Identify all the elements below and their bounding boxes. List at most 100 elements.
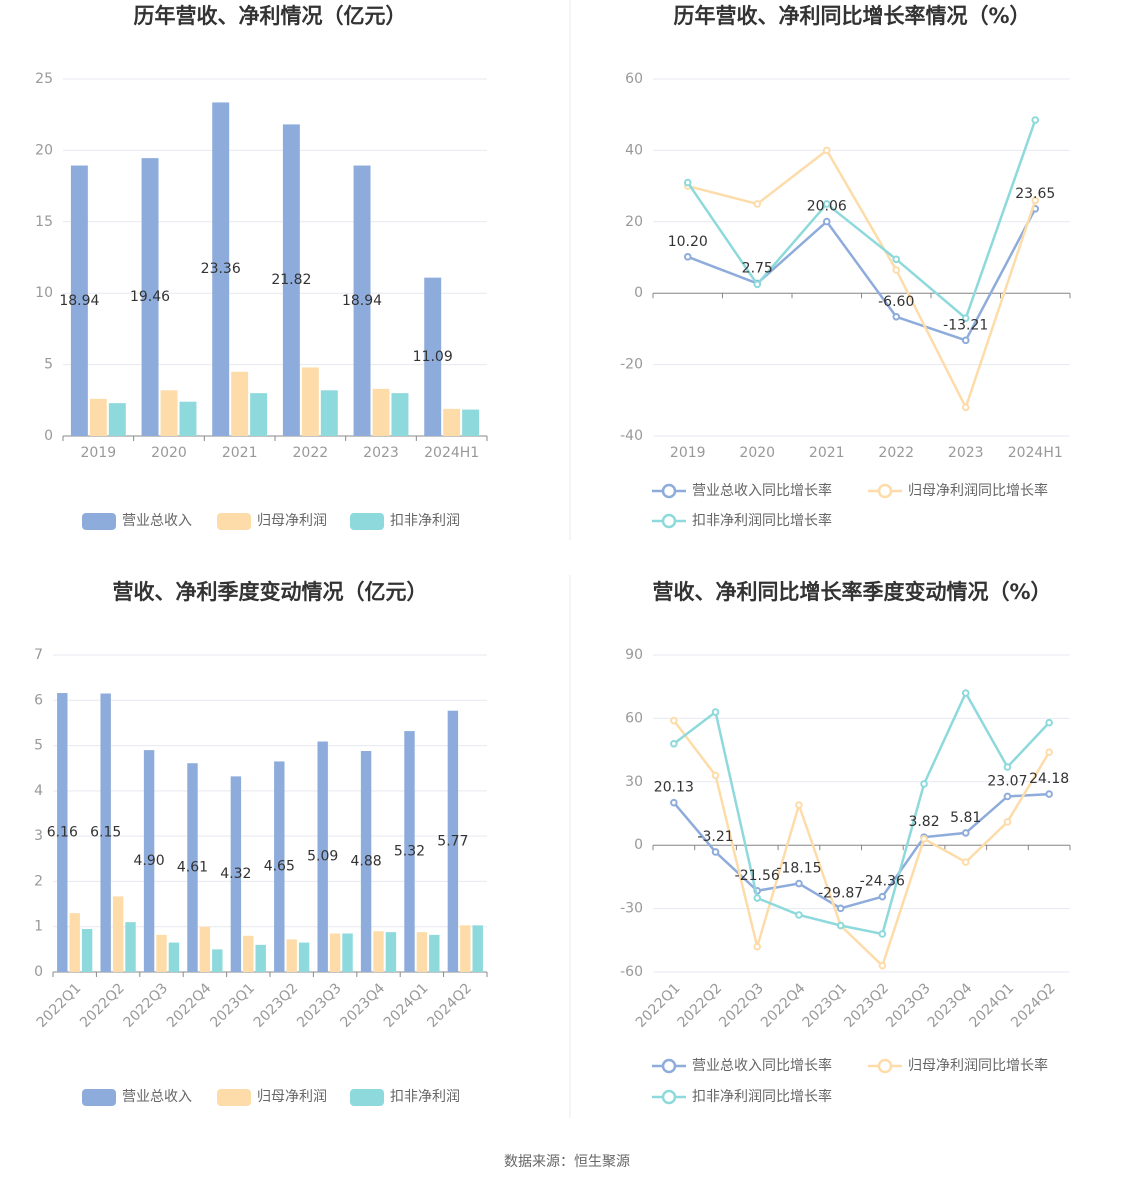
- x-tick-label: 2022Q3: [716, 980, 767, 1031]
- bar: [168, 942, 180, 972]
- x-tick-label: 2024Q2: [424, 980, 475, 1031]
- y-tick-label: -60: [620, 964, 643, 980]
- bar: [282, 124, 300, 436]
- y-tick-label: 1: [34, 919, 43, 935]
- legend-label: 扣非净利润同比增长率: [692, 1088, 832, 1105]
- legend-item[interactable]: 营业总收入同比增长率: [652, 1057, 832, 1074]
- x-tick-label: 2024H1: [424, 445, 479, 461]
- bar: [230, 776, 242, 972]
- legend-label: 营业总收入: [122, 1089, 192, 1105]
- legend-swatch: [661, 483, 677, 499]
- bar: [447, 710, 459, 972]
- value-label: 23.65: [1015, 186, 1055, 202]
- x-tick-label: 2023Q3: [294, 980, 345, 1031]
- value-label: 23.07: [987, 773, 1027, 789]
- value-label: 21.82: [271, 272, 311, 288]
- point: [683, 178, 692, 187]
- value-label: 5.32: [394, 844, 425, 860]
- chart-title: 营收、净利季度变动情况（亿元）: [113, 580, 428, 604]
- chart-title: 历年营收、净利情况（亿元）: [134, 4, 407, 28]
- x-tick-label: 2022Q1: [34, 980, 85, 1031]
- bar: [156, 934, 167, 972]
- point: [961, 336, 970, 345]
- x-tick-label: 2021: [809, 445, 845, 461]
- bar: [143, 750, 155, 972]
- legend-swatch: [877, 1058, 893, 1074]
- legend-item[interactable]: 扣非净利润: [350, 1089, 460, 1106]
- bar: [443, 408, 461, 436]
- bar: [108, 403, 126, 436]
- value-label: 10.20: [668, 234, 708, 250]
- bar: [342, 933, 353, 972]
- value-label: 19.46: [130, 289, 170, 305]
- value-label: 6.15: [90, 825, 121, 841]
- legend-item[interactable]: 归母净利润同比增长率: [868, 1057, 1048, 1074]
- point: [1031, 116, 1040, 124]
- legend-item[interactable]: 归母净利润: [217, 1088, 327, 1106]
- bar: [385, 932, 397, 972]
- y-tick-label: 40: [625, 142, 643, 158]
- x-tick-label: 2019: [81, 445, 117, 461]
- legend-item[interactable]: 归母净利润: [217, 512, 327, 530]
- value-label: 4.61: [177, 860, 208, 876]
- x-tick-label: 2024Q1: [967, 980, 1018, 1031]
- bar: [70, 165, 88, 436]
- y-tick-label: -40: [620, 428, 643, 444]
- legend-swatch: [82, 513, 116, 530]
- legend-swatch: [217, 513, 251, 530]
- y-tick-label: 20: [625, 214, 643, 230]
- point: [822, 200, 831, 208]
- point: [822, 217, 831, 226]
- x-tick-label: 2022: [293, 445, 329, 461]
- point: [961, 689, 970, 697]
- value-label: 4.32: [220, 866, 251, 882]
- value-label: -21.56: [735, 868, 780, 884]
- y-tick-label: 7: [34, 647, 43, 663]
- legend-item[interactable]: 营业总收入同比增长率: [652, 482, 832, 499]
- x-tick-label: 2022Q2: [77, 980, 128, 1031]
- point: [1045, 748, 1053, 757]
- x-tick-label: 2024Q1: [381, 980, 432, 1031]
- point: [892, 255, 901, 264]
- bar: [89, 398, 107, 436]
- legend-label: 归母净利润同比增长率: [908, 482, 1048, 499]
- value-label: -6.60: [878, 294, 914, 310]
- point: [822, 146, 831, 155]
- value-label: 6.16: [47, 825, 78, 841]
- legend-item[interactable]: 扣非净利润同比增长率: [652, 1088, 832, 1105]
- legend-item[interactable]: 扣非净利润同比增长率: [652, 512, 832, 529]
- value-label: 3.82: [908, 814, 939, 830]
- bar: [57, 693, 68, 972]
- y-tick-label: 2: [34, 873, 43, 889]
- x-tick-label: 2019: [670, 445, 706, 461]
- x-tick-label: 2022Q3: [121, 980, 172, 1031]
- x-tick-label: 2023Q4: [338, 980, 389, 1031]
- legend-item[interactable]: 扣非净利润: [350, 513, 460, 530]
- y-tick-label: 60: [625, 71, 643, 87]
- bar: [250, 393, 268, 436]
- y-tick-label: 0: [44, 428, 53, 444]
- legend-item[interactable]: 归母净利润同比增长率: [868, 482, 1048, 499]
- legend-item[interactable]: 营业总收入: [82, 1089, 192, 1106]
- bar: [100, 693, 111, 972]
- value-label: 20.13: [654, 780, 694, 796]
- value-label: -24.36: [860, 874, 905, 890]
- legend-item[interactable]: 营业总收入: [82, 513, 192, 530]
- value-label: 4.90: [133, 853, 164, 869]
- point: [711, 708, 720, 716]
- legend-swatch: [661, 1058, 677, 1074]
- value-label: 5.81: [950, 810, 981, 826]
- point: [753, 894, 762, 902]
- value-label: 24.18: [1029, 771, 1069, 787]
- bar: [320, 390, 338, 436]
- y-tick-label: 6: [34, 692, 43, 708]
- y-tick-label: 10: [35, 285, 53, 301]
- chart-title: 营收、净利同比增长率季度变动情况（%）: [652, 580, 1051, 604]
- bar: [360, 751, 372, 972]
- point: [1045, 718, 1053, 727]
- x-tick-label: 2020: [151, 445, 187, 461]
- x-tick-label: 2021: [222, 445, 258, 461]
- bar: [125, 922, 136, 972]
- bar: [212, 949, 223, 972]
